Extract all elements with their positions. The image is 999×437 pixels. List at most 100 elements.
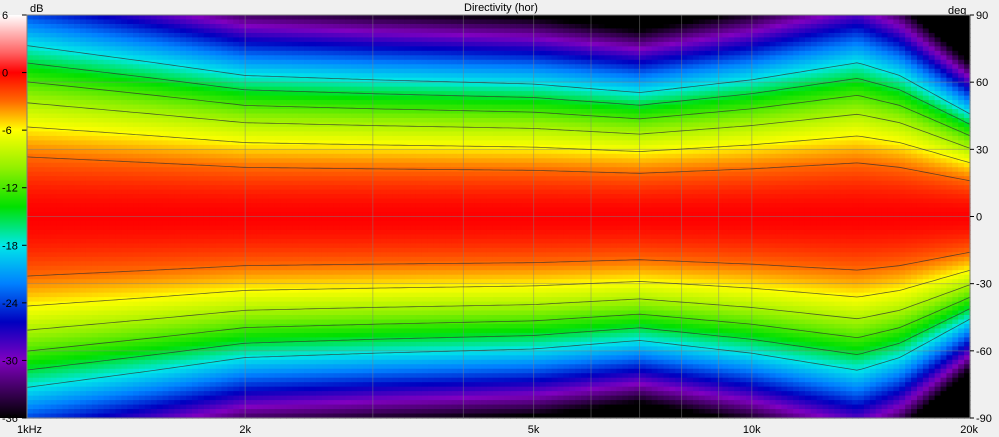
heatmap-cell [245, 216, 252, 222]
heatmap-cell [121, 77, 128, 83]
heatmap-cell [321, 73, 329, 79]
heatmap-cell [56, 189, 63, 195]
heatmap-cell [192, 185, 199, 191]
heatmap-cell [174, 409, 181, 415]
heatmap-cell [68, 341, 75, 347]
heatmap-cell [339, 220, 346, 227]
heatmap-cell [327, 189, 335, 195]
heatmap-cell [339, 225, 346, 231]
heatmap-cell [156, 297, 164, 303]
heatmap-cell [203, 315, 211, 321]
heatmap-cell [262, 100, 270, 106]
heatmap-cell [292, 252, 299, 258]
heatmap-cell [268, 359, 276, 365]
heatmap-cell [327, 55, 335, 61]
heatmap-cell [197, 91, 205, 97]
heatmap-cell [250, 243, 258, 249]
heatmap-cell [221, 122, 228, 128]
heatmap-cell [127, 82, 134, 88]
heatmap-cell [115, 149, 122, 155]
heatmap-cell [32, 162, 40, 168]
heatmap-cell [138, 100, 146, 106]
heatmap-cell [321, 15, 329, 21]
heatmap-cell [74, 50, 81, 56]
heatmap-cell [333, 117, 340, 124]
heatmap-cell [221, 377, 228, 383]
heatmap-cell [274, 337, 282, 343]
heatmap-cell [351, 41, 358, 47]
heatmap-cell [109, 395, 116, 401]
heatmap-cell [174, 373, 181, 379]
heatmap-cell [245, 323, 252, 330]
heatmap-cell [103, 28, 111, 34]
heatmap-cell [256, 323, 264, 330]
heatmap-cell [292, 207, 299, 213]
heatmap-cell [274, 189, 282, 195]
heatmap-cell [327, 109, 335, 115]
heatmap-cell [203, 153, 211, 159]
heatmap-cell [162, 341, 170, 347]
heatmap-cell [186, 55, 193, 61]
heatmap-cell [250, 41, 258, 47]
heatmap-cell [62, 68, 69, 74]
heatmap-cell [268, 68, 276, 74]
heatmap-cell [274, 409, 282, 415]
heatmap-cell [91, 77, 99, 83]
heatmap-cell [50, 297, 58, 303]
heatmap-cell [304, 283, 311, 289]
heatmap-cell [109, 180, 116, 186]
heatmap-cell [245, 297, 252, 303]
heatmap-cell [186, 337, 193, 343]
heatmap-cell [186, 346, 193, 352]
heatmap-cell [32, 337, 40, 343]
heatmap-cell [339, 23, 346, 30]
heatmap-cell [203, 292, 211, 298]
heatmap-cell [91, 100, 99, 106]
heatmap-cell [62, 359, 69, 365]
heatmap-cell [115, 359, 122, 365]
heatmap-cell [197, 247, 205, 253]
heatmap-cell [315, 252, 323, 258]
heatmap-cell [197, 180, 205, 186]
heatmap-cell [268, 189, 276, 195]
heatmap-cell [186, 91, 193, 97]
heatmap-cell [339, 189, 346, 195]
heatmap-cell [180, 37, 187, 43]
heatmap-cell [339, 404, 346, 410]
heatmap-cell [115, 292, 122, 298]
heatmap-cell [203, 359, 211, 365]
heatmap-cell [68, 243, 75, 249]
heatmap-cell [144, 279, 152, 285]
heatmap-cell [150, 368, 158, 374]
heatmap-cell [133, 189, 140, 195]
heatmap-cell [150, 149, 158, 155]
heatmap-cell [186, 149, 193, 155]
heatmap-cell [121, 346, 128, 352]
heatmap-cell [115, 288, 122, 294]
heatmap-cell [138, 131, 146, 137]
heatmap-cell [174, 203, 181, 209]
heatmap-cell [162, 82, 170, 88]
heatmap-cell [321, 68, 329, 74]
heatmap-cell [27, 212, 34, 218]
heatmap-cell [280, 238, 287, 244]
heatmap-cell [197, 149, 205, 155]
heatmap-cell [133, 131, 140, 137]
heatmap-cell [304, 225, 311, 231]
heatmap-cell [133, 341, 140, 347]
heatmap-cell [174, 68, 181, 74]
heatmap-cell [215, 41, 223, 47]
heatmap-cell [286, 404, 293, 410]
heatmap-cell [262, 135, 270, 141]
heatmap-cell [298, 319, 305, 325]
heatmap-cell [97, 203, 105, 209]
heatmap-cell [97, 341, 105, 347]
heatmap-cell [233, 77, 240, 83]
heatmap-cell [80, 283, 87, 289]
heatmap-cell [298, 140, 305, 146]
heatmap-cell [250, 373, 258, 379]
heatmap-cell [315, 158, 323, 164]
heatmap-cell [309, 252, 317, 258]
heatmap-cell [97, 59, 105, 65]
heatmap-cell [321, 189, 329, 195]
